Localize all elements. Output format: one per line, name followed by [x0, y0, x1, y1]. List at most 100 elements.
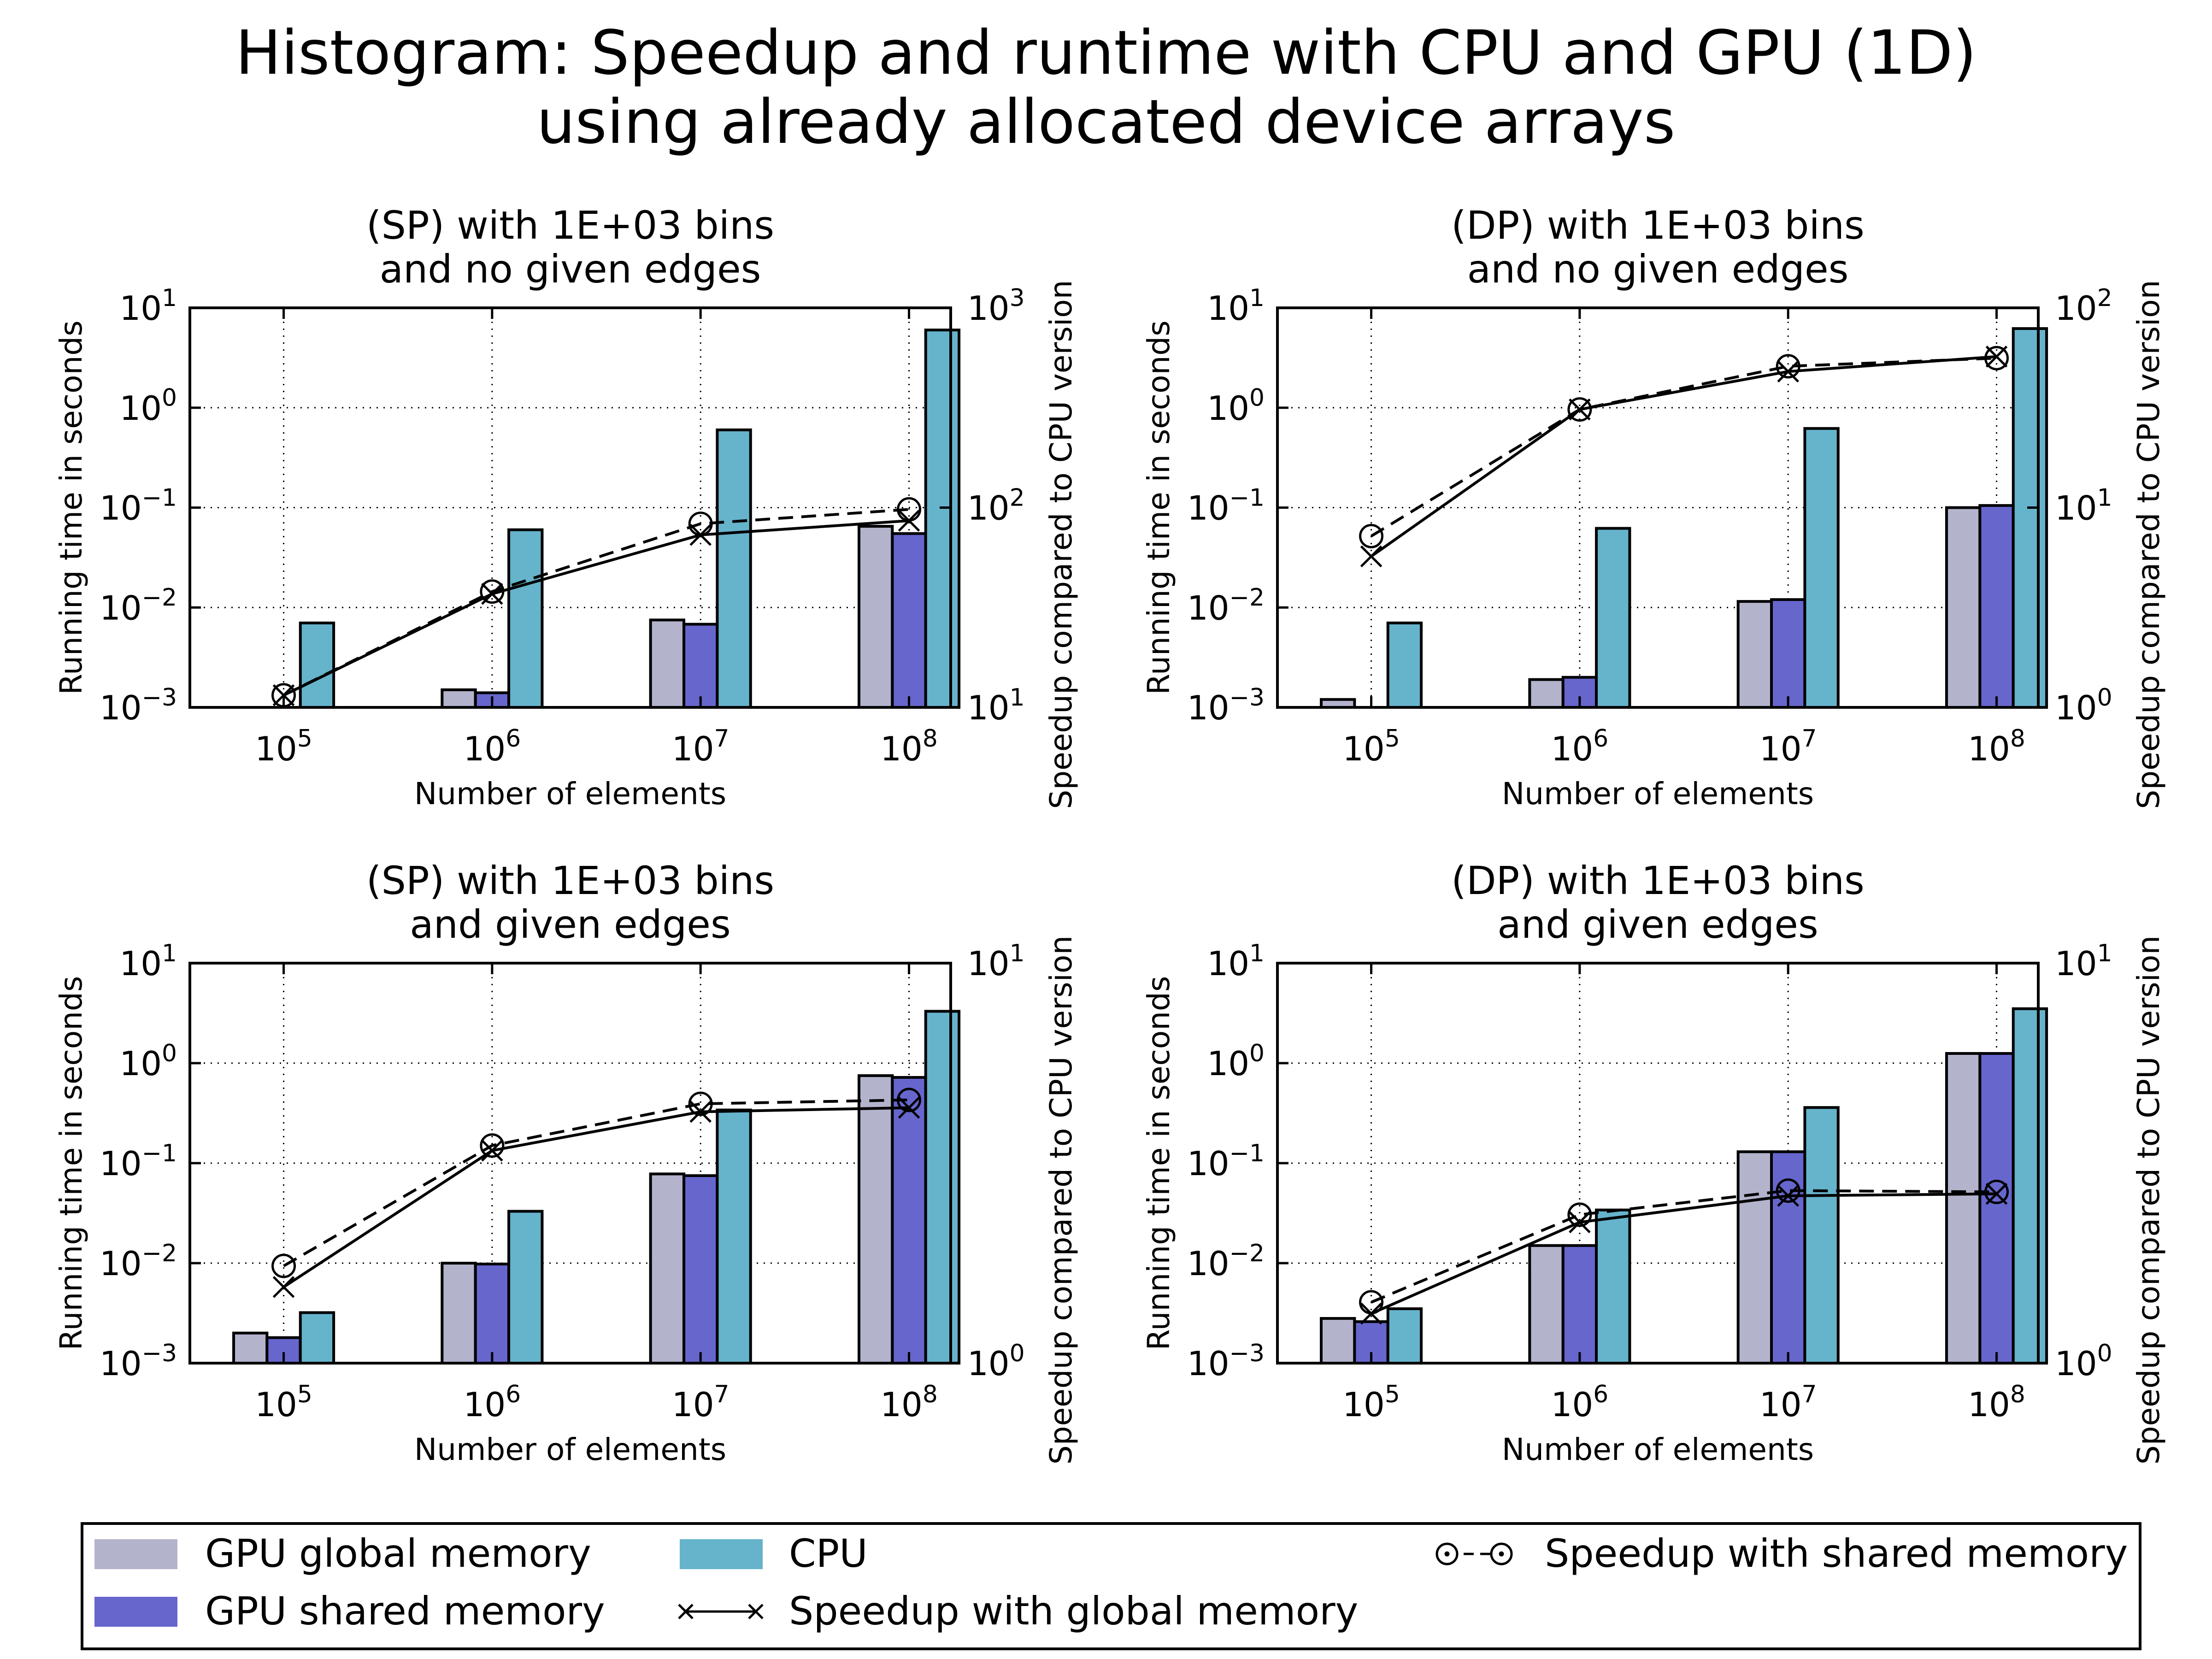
- bar-gpu-global: [232, 1331, 269, 1365]
- y-tick-label: 101: [1207, 940, 1265, 983]
- bar-cpu: [1595, 527, 1631, 709]
- speedup-global-marker: [1777, 1185, 1799, 1207]
- y2-tick-label: 100: [2055, 684, 2112, 727]
- y-tick-label: 101: [119, 940, 177, 983]
- bar-gpu-shared: [1978, 1052, 2015, 1365]
- y-tick-label: 100: [119, 384, 177, 428]
- bar-gpu-shared: [1978, 504, 2015, 709]
- legend-label-speedup-shared: Speedup with shared memory: [1545, 1531, 2128, 1576]
- bar-cpu: [924, 1010, 961, 1365]
- subplot-title-line1: (DP) with 1E+03 bins: [1451, 203, 1865, 248]
- y2-axis-label: Speedup compared to CPU version: [1043, 935, 1079, 1465]
- speedup-global-line: [1370, 355, 1997, 558]
- bar-gpu-shared: [891, 532, 927, 709]
- bar-gpu-global: [1528, 678, 1565, 709]
- legend-label-cpu: CPU: [789, 1531, 868, 1576]
- x-axis-label: Number of elements: [1502, 776, 1814, 812]
- bar-cpu: [924, 329, 961, 709]
- speedup-shared-marker: [480, 579, 505, 604]
- y2-tick-label: 100: [967, 1340, 1025, 1383]
- bar-cpu: [299, 1311, 335, 1365]
- speedup-global-line: [1371, 1192, 1997, 1315]
- speedup-shared-marker: [1984, 346, 2009, 371]
- subplots: 105 106 107 108 10−3 10−2 10−1 100 101 101 102 103 (…: [53, 203, 2166, 1467]
- legend-label-speedup-global: Speedup with global memory: [789, 1588, 1358, 1634]
- y-tick-label: 10−1: [1187, 1140, 1265, 1183]
- bar-cpu: [716, 428, 752, 709]
- y-axis-label: Running time in seconds: [53, 320, 89, 694]
- y2-tick-label: 101: [2055, 484, 2112, 527]
- speedup-shared-marker: [1567, 397, 1592, 422]
- bar-cpu: [507, 528, 544, 709]
- y-tick-label: 100: [1207, 384, 1265, 428]
- x-tick-label: 107: [672, 1381, 729, 1424]
- bar-gpu-shared: [1561, 1244, 1598, 1365]
- subplot-title-line2: and given edges: [410, 902, 731, 947]
- bar-cpu: [2012, 1007, 2048, 1365]
- speedup-shared-marker: [1776, 354, 1800, 379]
- subplot-title-line1: (DP) with 1E+03 bins: [1451, 858, 1865, 903]
- y-tick-label: 10−3: [100, 684, 177, 727]
- bar-cpu: [1386, 621, 1423, 709]
- bar-gpu-global: [649, 1172, 686, 1365]
- x-tick-label: 107: [1759, 1381, 1817, 1424]
- x-tick-label: 106: [1551, 1381, 1609, 1424]
- x-tick-label: 108: [1968, 1381, 2025, 1424]
- bar-gpu-global: [441, 1262, 477, 1365]
- x-tick-label: 105: [255, 1381, 312, 1424]
- bar-cpu: [2012, 327, 2048, 709]
- y-tick-label: 10−2: [1187, 584, 1265, 627]
- y2-tick-label: 101: [967, 684, 1025, 727]
- bar-cpu: [1386, 1307, 1423, 1365]
- figure-title-line1: Histogram: Speedup and runtime with CPU …: [235, 18, 1977, 88]
- y-tick-label: 100: [1207, 1040, 1265, 1083]
- y2-tick-label: 102: [2055, 284, 2112, 328]
- y-tick-label: 10−2: [100, 1240, 177, 1283]
- legend-label-gpu-global: GPU global memory: [205, 1531, 591, 1576]
- speedup-global-marker: [272, 1276, 295, 1298]
- speedup-shared-marker: [271, 1253, 296, 1278]
- subplot-2: 105 106 107 108 10−3 10−2 10−1 100 101 100 101 102 (…: [1141, 203, 2166, 812]
- speedup-shared-line: [1370, 357, 1997, 537]
- y-tick-label: 101: [1207, 284, 1265, 328]
- y-tick-label: 101: [119, 284, 177, 328]
- y-tick-label: 10−3: [1187, 684, 1265, 727]
- bar-gpu-global: [1736, 1150, 1773, 1365]
- subplot-4: 105 106 107 108 10−3 10−2 10−1 100 101 100 101 (DP)…: [1141, 858, 2166, 1467]
- legend-marker-speedup-global: [678, 1604, 764, 1619]
- y-tick-label: 10−3: [100, 1340, 177, 1383]
- speedup-shared-marker: [688, 512, 713, 536]
- subplot-title-line2: and given edges: [1497, 902, 1818, 947]
- speedup-shared-marker: [1359, 524, 1384, 548]
- bar-cpu: [1803, 427, 1840, 709]
- speedup-shared-marker: [897, 497, 922, 522]
- speedup-shared-marker: [1567, 1202, 1592, 1227]
- speedup-shared-marker: [897, 1088, 922, 1112]
- legend-swatch-gpu-shared: [94, 1597, 177, 1627]
- y-tick-label: 10−1: [100, 1140, 177, 1183]
- bar-gpu-global: [1736, 600, 1773, 709]
- y-axis-label: Running time in seconds: [1141, 976, 1177, 1350]
- speedup-global-line: [282, 1106, 909, 1288]
- speedup-shared-marker: [688, 1091, 713, 1116]
- bar-cpu: [507, 1210, 544, 1365]
- speedup-shared-marker: [1984, 1179, 2009, 1204]
- legend: GPU global memory GPU shared memory CPU …: [81, 1522, 2141, 1650]
- speedup-shared-line: [283, 1098, 909, 1267]
- y-tick-label: 100: [119, 1040, 177, 1083]
- speedup-global-marker: [272, 684, 295, 706]
- bar-gpu-shared: [682, 623, 719, 709]
- x-tick-label: 106: [1551, 725, 1609, 768]
- legend-swatch-cpu: [680, 1539, 763, 1569]
- y2-axis-label: Speedup compared to CPU version: [2131, 935, 2166, 1465]
- speedup-shared-line: [283, 508, 909, 697]
- speedup-shared-marker: [1359, 1290, 1384, 1315]
- bar-gpu-shared: [1770, 1150, 1806, 1365]
- y2-axis-label: Speedup compared to CPU version: [1043, 280, 1079, 809]
- y-axis-label: Running time in seconds: [53, 976, 89, 1350]
- speedup-global-marker: [481, 1139, 503, 1162]
- bar-gpu-global: [649, 618, 686, 709]
- x-tick-label: 105: [255, 725, 312, 768]
- bar-gpu-global: [1528, 1244, 1565, 1365]
